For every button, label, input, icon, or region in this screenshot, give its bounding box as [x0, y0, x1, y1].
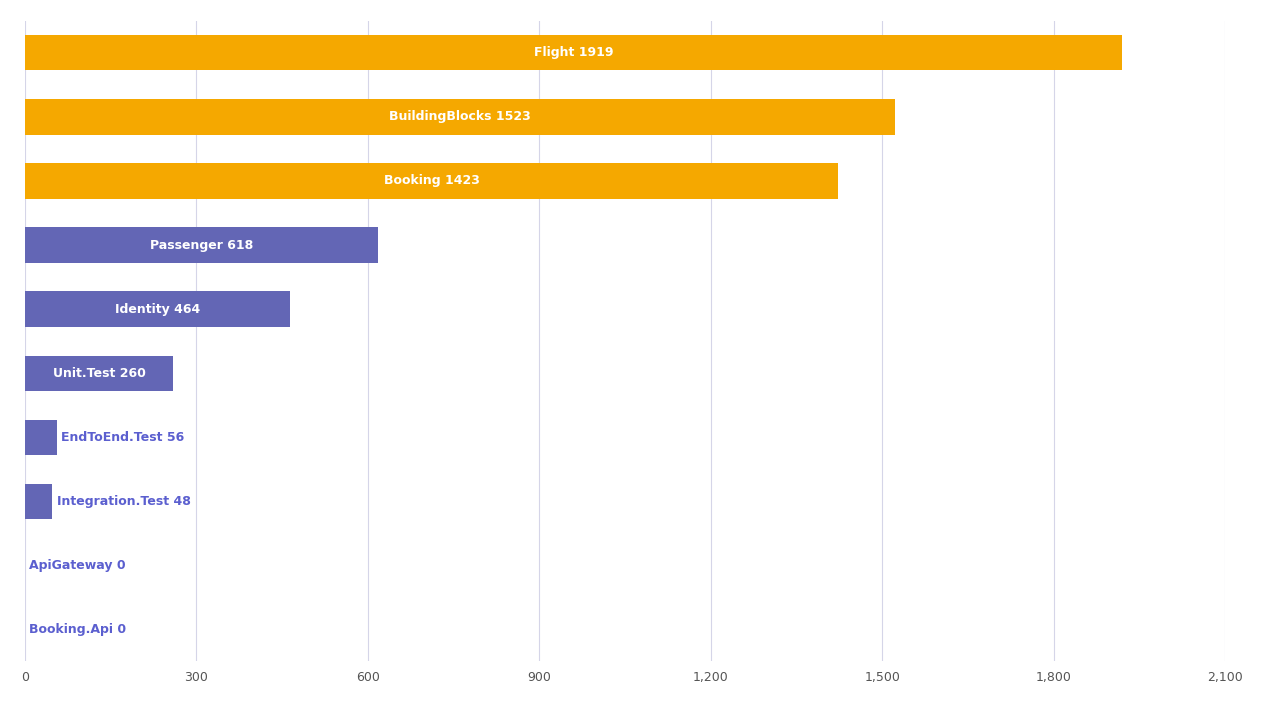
- Text: EndToEnd.Test 56: EndToEnd.Test 56: [62, 431, 185, 443]
- Bar: [25, 291, 289, 326]
- Bar: [25, 228, 378, 263]
- Text: Booking.Api 0: Booking.Api 0: [29, 623, 126, 636]
- Text: BuildingBlocks 1523: BuildingBlocks 1523: [389, 111, 531, 123]
- Text: Unit.Test 260: Unit.Test 260: [53, 367, 145, 380]
- Text: Integration.Test 48: Integration.Test 48: [57, 495, 191, 508]
- Text: Identity 464: Identity 464: [115, 302, 200, 316]
- Text: Passenger 618: Passenger 618: [150, 238, 253, 252]
- Text: ApiGateway 0: ApiGateway 0: [29, 559, 126, 572]
- Bar: [25, 419, 57, 455]
- Bar: [25, 355, 173, 391]
- Bar: [25, 484, 52, 519]
- Text: Flight 1919: Flight 1919: [533, 47, 613, 59]
- Bar: [25, 35, 1122, 70]
- Bar: [25, 99, 895, 135]
- Text: Booking 1423: Booking 1423: [383, 174, 479, 188]
- Bar: [25, 164, 838, 199]
